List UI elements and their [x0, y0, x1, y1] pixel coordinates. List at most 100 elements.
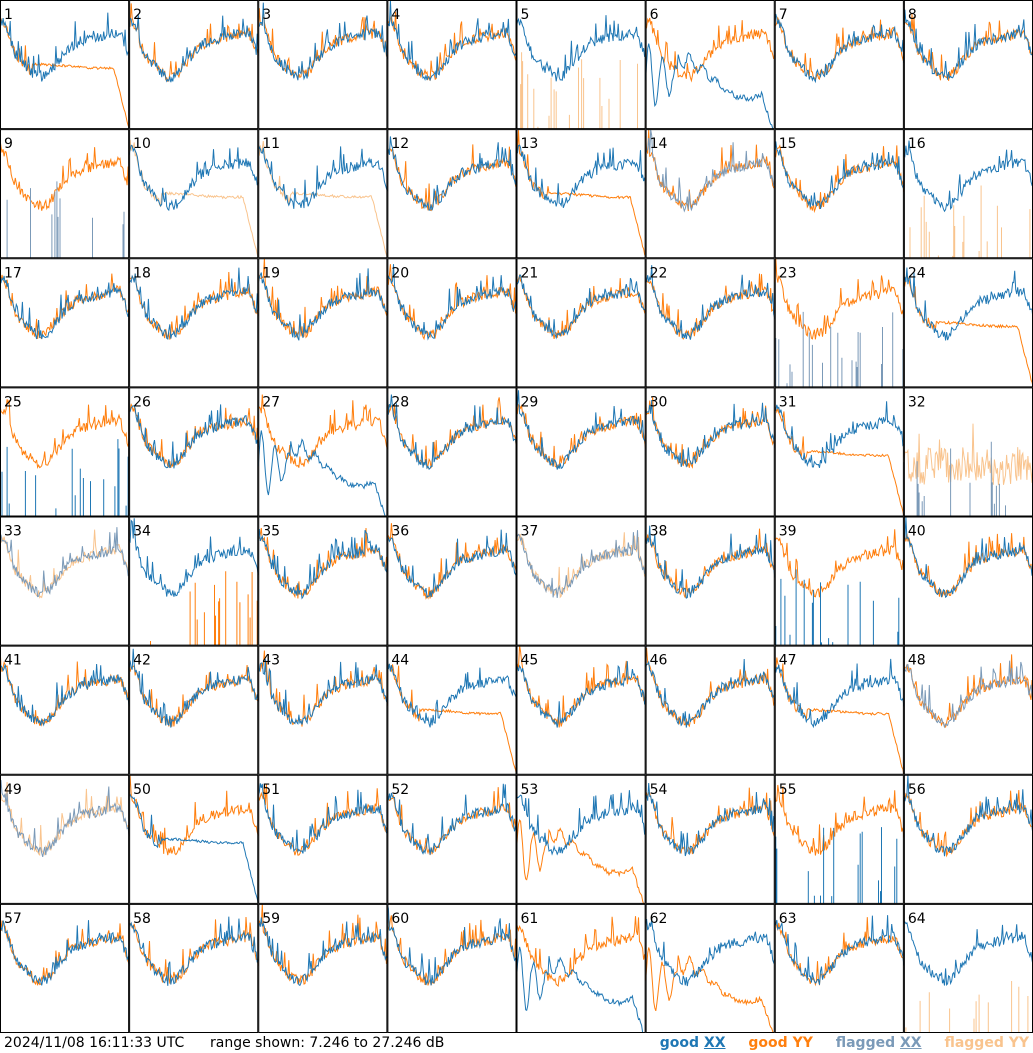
panel-22-yy-trace: [645, 273, 775, 340]
panel-59: [258, 903, 388, 987]
panel-13-yy-trace: [516, 130, 646, 257]
panel-5-xx-trace: [516, 15, 646, 82]
panel-38-xx-trace: [645, 525, 775, 599]
legend-flagged-yy: flagged YY: [944, 1035, 1029, 1051]
panel-21-label: 21: [521, 265, 539, 281]
legend-flagged-yy-word: flagged: [944, 1035, 1004, 1051]
panel-13-xx-trace: [516, 144, 646, 208]
panel-21-frame: [516, 258, 646, 388]
panel-20-xx-trace: [387, 264, 517, 341]
panel-58-xx-trace: [129, 916, 259, 986]
panel-54-label: 54: [650, 782, 668, 798]
panel-4-frame: [387, 0, 517, 130]
panel-9-label: 9: [4, 136, 13, 152]
panel-57-xx-trace: [0, 920, 130, 986]
panel-28-xx-trace: [387, 393, 517, 471]
panel-61-xx-trace: [516, 946, 646, 1033]
legend-good-xx: good XX: [660, 1035, 726, 1051]
panel-55-label: 55: [779, 782, 797, 798]
panel-61-yy-trace: [516, 916, 646, 988]
panel-31: [774, 401, 904, 517]
panel-1-xx-trace: [0, 12, 130, 82]
panel-32: [903, 423, 1033, 517]
panel-17-label: 17: [4, 265, 22, 281]
panel-56-xx-trace: [903, 774, 1033, 857]
panel-46-yy-trace: [645, 647, 775, 728]
panel-42: [129, 648, 259, 728]
panel-44-frame: [387, 645, 517, 775]
panel-50-yy-trace: [129, 775, 259, 856]
panel-10-yy-trace: [129, 139, 259, 258]
panel-39-frame: [774, 516, 904, 646]
panel-10-label: 10: [133, 136, 151, 152]
panel-6: [645, 17, 775, 130]
panel-3-xx-trace: [258, 2, 388, 81]
panel-3-frame: [258, 0, 388, 130]
panel-17-yy-trace: [0, 273, 130, 340]
panel-6-yy-trace: [645, 17, 775, 83]
panel-62-frame: [645, 903, 775, 1033]
panel-62-yy-trace: [645, 947, 775, 1033]
panel-7: [774, 13, 904, 84]
panel-32-xx-trace: [916, 441, 1006, 517]
panel-29: [516, 390, 646, 470]
panel-53: [516, 790, 646, 904]
panel-52-frame: [387, 774, 517, 904]
legend-flagged-yy-pol: YY: [1008, 1035, 1029, 1051]
panel-53-xx-trace: [516, 790, 646, 856]
panel-50-frame: [129, 774, 259, 904]
panel-26-yy-trace: [129, 403, 259, 468]
panel-41-frame: [0, 645, 130, 775]
panel-51-xx-trace: [258, 783, 388, 854]
panel-47-yy-trace: [774, 657, 904, 775]
legend-good-xx-pol: XX: [703, 1035, 726, 1051]
panel-63-label: 63: [779, 911, 797, 927]
panel-25-label: 25: [4, 394, 22, 410]
panel-46: [645, 647, 775, 728]
panel-36: [387, 523, 517, 600]
panel-10-xx-trace: [129, 144, 259, 212]
panel-25-xx-trace: [1, 439, 129, 517]
panel-62: [645, 918, 775, 1033]
panel-9-frame: [0, 129, 130, 259]
panel-45-xx-trace: [516, 661, 646, 728]
panel-55-xx-trace: [775, 827, 898, 904]
legend-flagged-xx-pol: XX: [899, 1035, 922, 1051]
panel-59-frame: [258, 903, 388, 1033]
panel-13-label: 13: [521, 136, 539, 152]
panel-28: [387, 393, 517, 471]
panel-31-label: 31: [779, 394, 797, 410]
panel-23: [774, 258, 904, 388]
panel-14-label: 14: [650, 136, 668, 152]
panel-26-frame: [129, 387, 259, 517]
panel-11-yy-trace: [258, 141, 388, 258]
legend-good-yy-word: good: [748, 1035, 788, 1051]
panel-12-frame: [387, 129, 517, 259]
panel-64: [903, 921, 1033, 1033]
panel-28-label: 28: [391, 394, 409, 410]
panel-2-yy-trace: [129, 3, 259, 83]
panel-59-label: 59: [262, 911, 280, 927]
panel-11-frame: [258, 129, 388, 259]
panel-54: [645, 782, 775, 857]
panel-51-label: 51: [262, 782, 280, 798]
panel-60-label: 60: [391, 911, 409, 927]
panel-43-frame: [258, 645, 388, 775]
panel-31-xx-trace: [774, 401, 904, 468]
panel-34: [129, 518, 259, 646]
panel-4-yy-trace: [387, 11, 517, 81]
panel-10: [129, 139, 259, 258]
panel-27: [258, 394, 388, 517]
timestamp-label: 2024/11/08 16:11:33 UTC: [4, 1035, 185, 1051]
legend-good-yy-pol: YY: [792, 1035, 813, 1051]
panel-62-xx-trace: [645, 918, 775, 987]
panel-33-frame: [0, 516, 130, 646]
panel-44-yy-trace: [387, 663, 517, 775]
panel-9-xx-trace: [6, 181, 125, 259]
panel-2-frame: [129, 0, 259, 130]
panel-19-xx-trace: [258, 268, 388, 341]
panel-47-frame: [774, 645, 904, 775]
panel-39: [774, 529, 904, 646]
panel-23-xx-trace: [775, 311, 904, 388]
panel-32-yy-trace: [903, 423, 1033, 486]
